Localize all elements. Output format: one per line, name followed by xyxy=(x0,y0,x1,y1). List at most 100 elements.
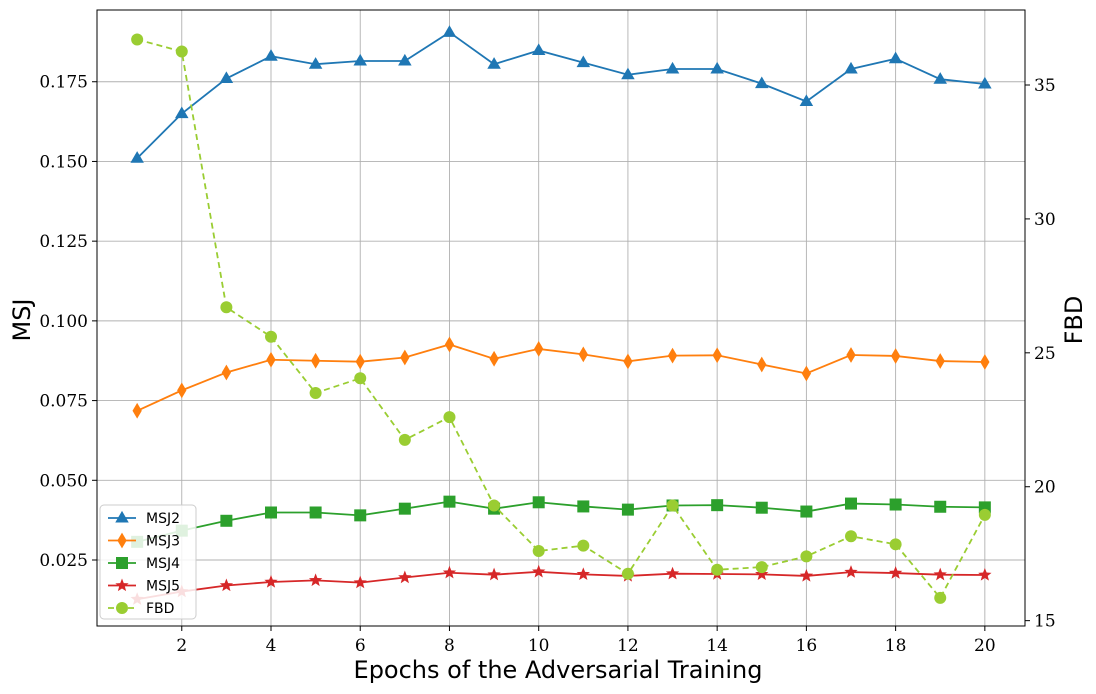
data-point-msj3 xyxy=(221,364,232,381)
data-point-fbd xyxy=(443,411,456,424)
data-point-msj2 xyxy=(130,151,144,163)
x-tick-label: 14 xyxy=(706,636,728,656)
series-msj5 xyxy=(130,564,992,605)
data-point-msj3 xyxy=(935,353,945,369)
data-point-fbd xyxy=(889,538,902,551)
data-point-msj3 xyxy=(489,350,499,367)
data-point-msj4 xyxy=(845,497,857,510)
data-point-msj4 xyxy=(443,495,456,508)
data-point-msj5 xyxy=(219,578,234,592)
legend-label: MSJ3 xyxy=(146,534,180,550)
legend-item-fbd: FBD xyxy=(108,601,174,617)
data-point-fbd xyxy=(934,591,947,604)
y-left-tick-label: 0.025 xyxy=(39,551,88,571)
data-point-msj3 xyxy=(846,347,856,363)
y-left-tick-label: 0.175 xyxy=(39,73,88,93)
y-right-tick-label: 15 xyxy=(1034,612,1056,632)
data-point-msj3 xyxy=(801,365,812,382)
y-left-tick-label: 0.050 xyxy=(39,471,88,491)
data-point-msj2 xyxy=(844,61,858,74)
data-point-msj4 xyxy=(532,496,545,509)
series-fbd xyxy=(131,33,991,604)
data-point-msj2 xyxy=(442,25,457,37)
legend: MSJ2 MSJ3 MSJ4 MSJ5 FBD xyxy=(99,504,197,620)
data-point-msj4 xyxy=(220,514,233,527)
data-point-fbd xyxy=(711,563,724,576)
x-tick-label: 20 xyxy=(974,636,996,656)
data-point-fbd xyxy=(577,539,590,552)
series-line-msj4 xyxy=(136,500,985,543)
data-point-fbd xyxy=(978,508,991,521)
data-point-fbd xyxy=(621,567,634,580)
data-point-fbd xyxy=(175,45,188,58)
data-point-msj5 xyxy=(487,567,501,581)
data-point-msj5 xyxy=(576,567,590,581)
y-left-tick-label: 0.100 xyxy=(39,312,88,332)
x-tick-label: 2 xyxy=(176,636,187,656)
x-tick-label: 18 xyxy=(885,636,907,656)
data-point-msj3 xyxy=(310,352,321,369)
legend-marker-fbd xyxy=(116,602,128,614)
y-left-tick-label: 0.125 xyxy=(39,232,88,252)
data-point-msj2 xyxy=(175,106,189,119)
legend-label: MSJ2 xyxy=(146,511,180,527)
legend-label: MSJ5 xyxy=(146,579,180,595)
legend-item-msj5: MSJ5 xyxy=(108,578,180,595)
data-point-msj3 xyxy=(177,382,187,399)
data-point-msj5 xyxy=(353,575,367,589)
x-tick-label: 4 xyxy=(266,636,277,656)
x-axis-label: Epochs of the Adversarial Training xyxy=(354,656,763,684)
data-point-msj4 xyxy=(309,506,322,519)
series-line-msj3 xyxy=(136,343,985,412)
y-left-tick-label: 0.150 xyxy=(39,152,88,172)
data-point-fbd xyxy=(220,301,233,314)
legend-marker-msj5 xyxy=(115,578,129,592)
data-point-msj3 xyxy=(444,336,455,353)
data-point-fbd xyxy=(398,433,411,446)
data-point-fbd xyxy=(354,372,367,385)
legend-label: MSJ4 xyxy=(146,556,180,572)
data-point-msj4 xyxy=(711,499,724,512)
data-point-msj4 xyxy=(577,500,590,513)
y-right-tick-label: 20 xyxy=(1034,478,1056,498)
series-line-msj2 xyxy=(136,31,985,159)
data-point-fbd xyxy=(488,499,501,512)
data-point-msj5 xyxy=(888,566,903,579)
data-point-msj4 xyxy=(755,501,768,514)
legend-item-msj2: MSJ2 xyxy=(108,510,180,527)
data-point-msj3 xyxy=(578,346,588,363)
series-msj2 xyxy=(130,25,992,163)
grid xyxy=(97,10,1025,626)
data-point-fbd xyxy=(309,386,322,399)
data-point-msj5 xyxy=(933,567,947,581)
data-point-msj3 xyxy=(132,402,142,419)
data-point-msj5 xyxy=(665,566,680,580)
legend-marker-msj2 xyxy=(115,510,129,523)
data-point-msj3 xyxy=(266,351,276,368)
x-tick-label: 12 xyxy=(617,636,639,656)
legend-item-msj3: MSJ3 xyxy=(108,532,180,550)
data-point-msj2 xyxy=(621,67,635,80)
data-point-msj5 xyxy=(264,575,278,588)
data-point-msj2 xyxy=(799,94,814,107)
data-point-msj2 xyxy=(531,43,546,55)
data-point-fbd xyxy=(666,499,679,512)
data-point-msj5 xyxy=(532,564,546,578)
data-point-fbd xyxy=(131,33,144,46)
legend-label: FBD xyxy=(146,601,174,617)
legend-marker-msj4 xyxy=(116,557,128,569)
series-msj3 xyxy=(132,336,990,419)
data-point-msj5 xyxy=(398,570,412,584)
data-point-msj2 xyxy=(755,76,769,89)
data-point-fbd xyxy=(800,550,813,563)
x-tick-label: 16 xyxy=(796,636,818,656)
data-point-msj4 xyxy=(398,502,411,515)
data-point-msj3 xyxy=(400,349,410,366)
y-right-tick-label: 25 xyxy=(1034,344,1056,364)
data-point-fbd xyxy=(755,561,768,574)
data-point-msj2 xyxy=(264,49,278,61)
data-point-fbd xyxy=(265,330,277,343)
data-point-msj2 xyxy=(576,55,591,68)
plot-frame xyxy=(96,9,1026,627)
data-point-msj2 xyxy=(219,71,234,84)
